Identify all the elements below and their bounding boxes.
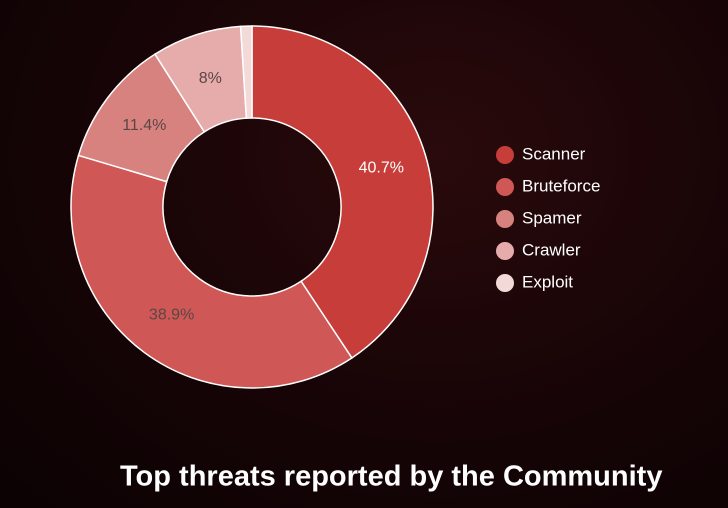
value-label: 40.7% xyxy=(359,159,404,176)
value-label: 11.4% xyxy=(122,117,166,134)
value-label: 8% xyxy=(199,70,222,87)
legend-marker xyxy=(496,178,514,196)
donut-slice xyxy=(70,154,353,389)
legend-label: Exploit xyxy=(522,272,573,291)
legend-label: Bruteforce xyxy=(522,176,600,195)
legend-marker xyxy=(496,274,514,292)
value-label: 38.9% xyxy=(149,307,194,324)
donut-slice xyxy=(239,25,253,119)
legend-marker xyxy=(496,146,514,164)
donut-slice xyxy=(251,25,434,360)
chart-title: Top threats reported by the Community xyxy=(120,461,662,493)
legend-label: Spamer xyxy=(522,208,582,227)
legend-label: Crawler xyxy=(522,240,581,259)
legend-label: Scanner xyxy=(522,144,586,163)
legend-marker xyxy=(496,210,514,228)
legend-marker xyxy=(496,242,514,260)
